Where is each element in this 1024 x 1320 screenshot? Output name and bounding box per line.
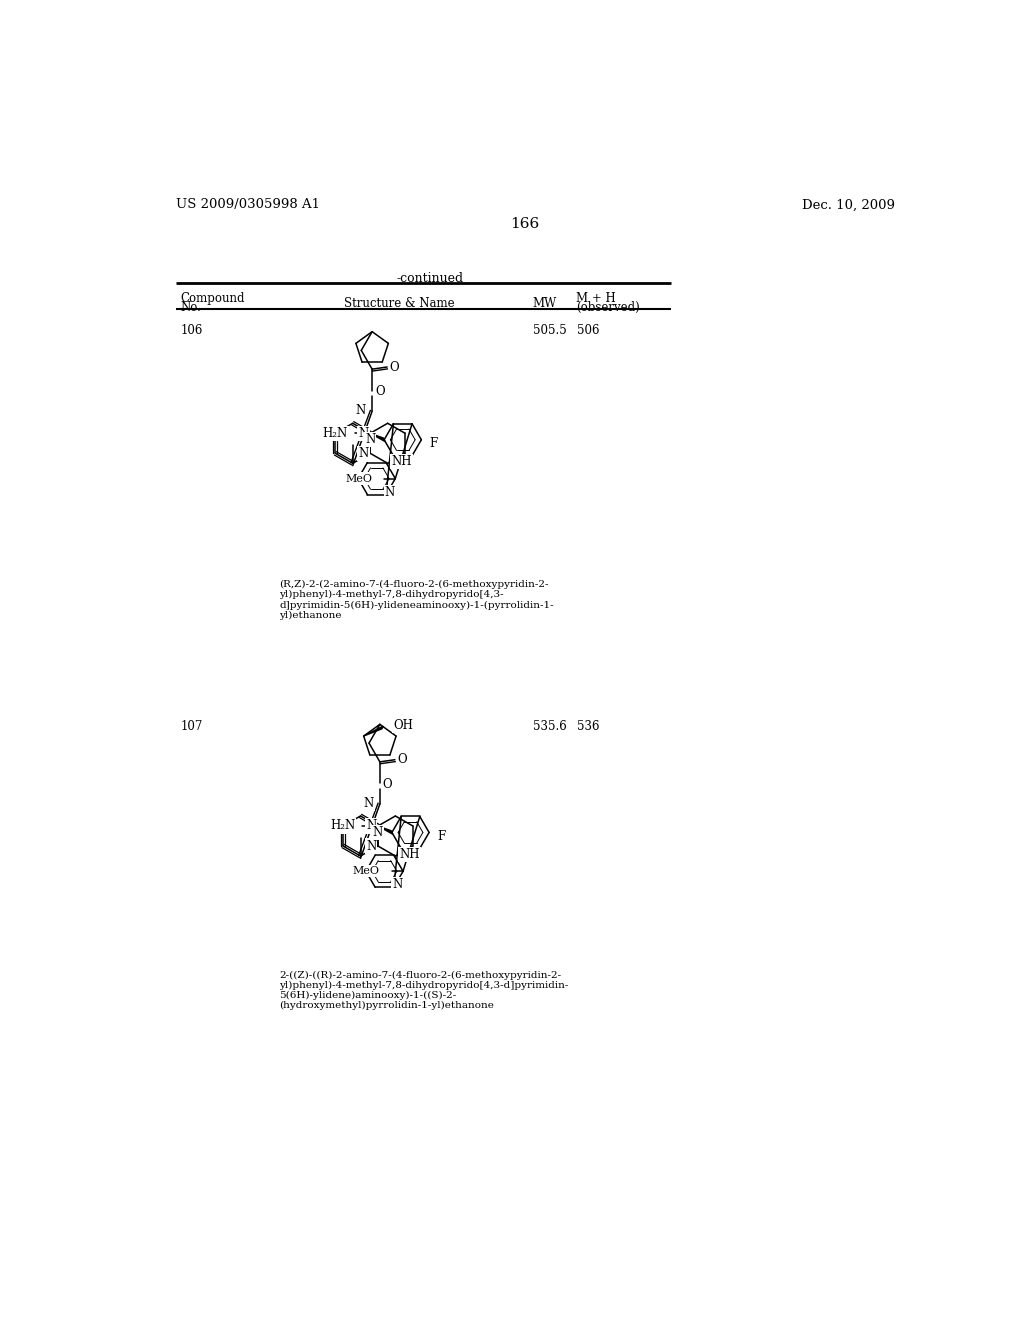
Text: O: O <box>375 385 385 399</box>
Text: 535.6: 535.6 <box>532 721 566 734</box>
Text: 506: 506 <box>578 323 600 337</box>
Text: -continued: -continued <box>396 272 464 285</box>
Text: H₂N: H₂N <box>330 820 355 833</box>
Text: H₂N: H₂N <box>323 426 347 440</box>
Text: 166: 166 <box>510 216 540 231</box>
Text: N: N <box>385 486 395 499</box>
Text: N: N <box>364 797 374 809</box>
Polygon shape <box>364 726 383 737</box>
Text: N: N <box>373 825 383 838</box>
Text: No.: No. <box>180 301 202 314</box>
Text: O: O <box>383 777 392 791</box>
Text: 2-((Z)-((R)-2-amino-7-(4-fluoro-2-(6-methoxypyridin-2-: 2-((Z)-((R)-2-amino-7-(4-fluoro-2-(6-met… <box>280 970 561 979</box>
Polygon shape <box>371 433 385 441</box>
Text: MeO: MeO <box>345 474 372 483</box>
Text: N: N <box>366 433 376 446</box>
Text: 536: 536 <box>578 721 600 734</box>
Text: (observed): (observed) <box>575 301 640 314</box>
Text: yl)phenyl)-4-methyl-7,8-dihydropyrido[4,3-: yl)phenyl)-4-methyl-7,8-dihydropyrido[4,… <box>280 590 504 599</box>
Text: M + H: M + H <box>575 293 615 305</box>
Text: F: F <box>437 830 445 842</box>
Text: N: N <box>358 446 369 459</box>
Text: NH: NH <box>391 455 412 469</box>
Text: Dec. 10, 2009: Dec. 10, 2009 <box>802 198 895 211</box>
Text: yl)phenyl)-4-methyl-7,8-dihydropyrido[4,3-d]pyrimidin-: yl)phenyl)-4-methyl-7,8-dihydropyrido[4,… <box>280 981 568 990</box>
Text: N: N <box>392 879 402 891</box>
Text: 107: 107 <box>180 721 203 734</box>
Text: 106: 106 <box>180 323 203 337</box>
Text: NH: NH <box>399 847 420 861</box>
Text: MeO: MeO <box>353 866 380 876</box>
Text: Structure & Name: Structure & Name <box>344 297 455 310</box>
Text: F: F <box>429 437 437 450</box>
Text: d]pyrimidin-5(6H)-ylideneaminooxy)-1-(pyrrolidin-1-: d]pyrimidin-5(6H)-ylideneaminooxy)-1-(py… <box>280 601 554 610</box>
Text: (hydroxymethyl)pyrrolidin-1-yl)ethanone: (hydroxymethyl)pyrrolidin-1-yl)ethanone <box>280 1001 494 1010</box>
Text: MW: MW <box>532 297 557 310</box>
Text: O: O <box>389 360 399 374</box>
Text: N: N <box>355 404 366 417</box>
Text: N: N <box>367 820 377 833</box>
Text: yl)ethanone: yl)ethanone <box>280 610 342 619</box>
Text: N: N <box>367 840 377 853</box>
Polygon shape <box>378 826 393 834</box>
Text: OH: OH <box>393 718 414 731</box>
Text: US 2009/0305998 A1: US 2009/0305998 A1 <box>176 198 321 211</box>
Text: 505.5: 505.5 <box>532 323 566 337</box>
Text: O: O <box>397 754 407 766</box>
Text: (R,Z)-2-(2-amino-7-(4-fluoro-2-(6-methoxypyridin-2-: (R,Z)-2-(2-amino-7-(4-fluoro-2-(6-methox… <box>280 581 549 590</box>
Text: 5(6H)-ylidene)aminooxy)-1-((S)-2-: 5(6H)-ylidene)aminooxy)-1-((S)-2- <box>280 991 457 999</box>
Text: Compound: Compound <box>180 293 245 305</box>
Text: N: N <box>358 426 369 440</box>
